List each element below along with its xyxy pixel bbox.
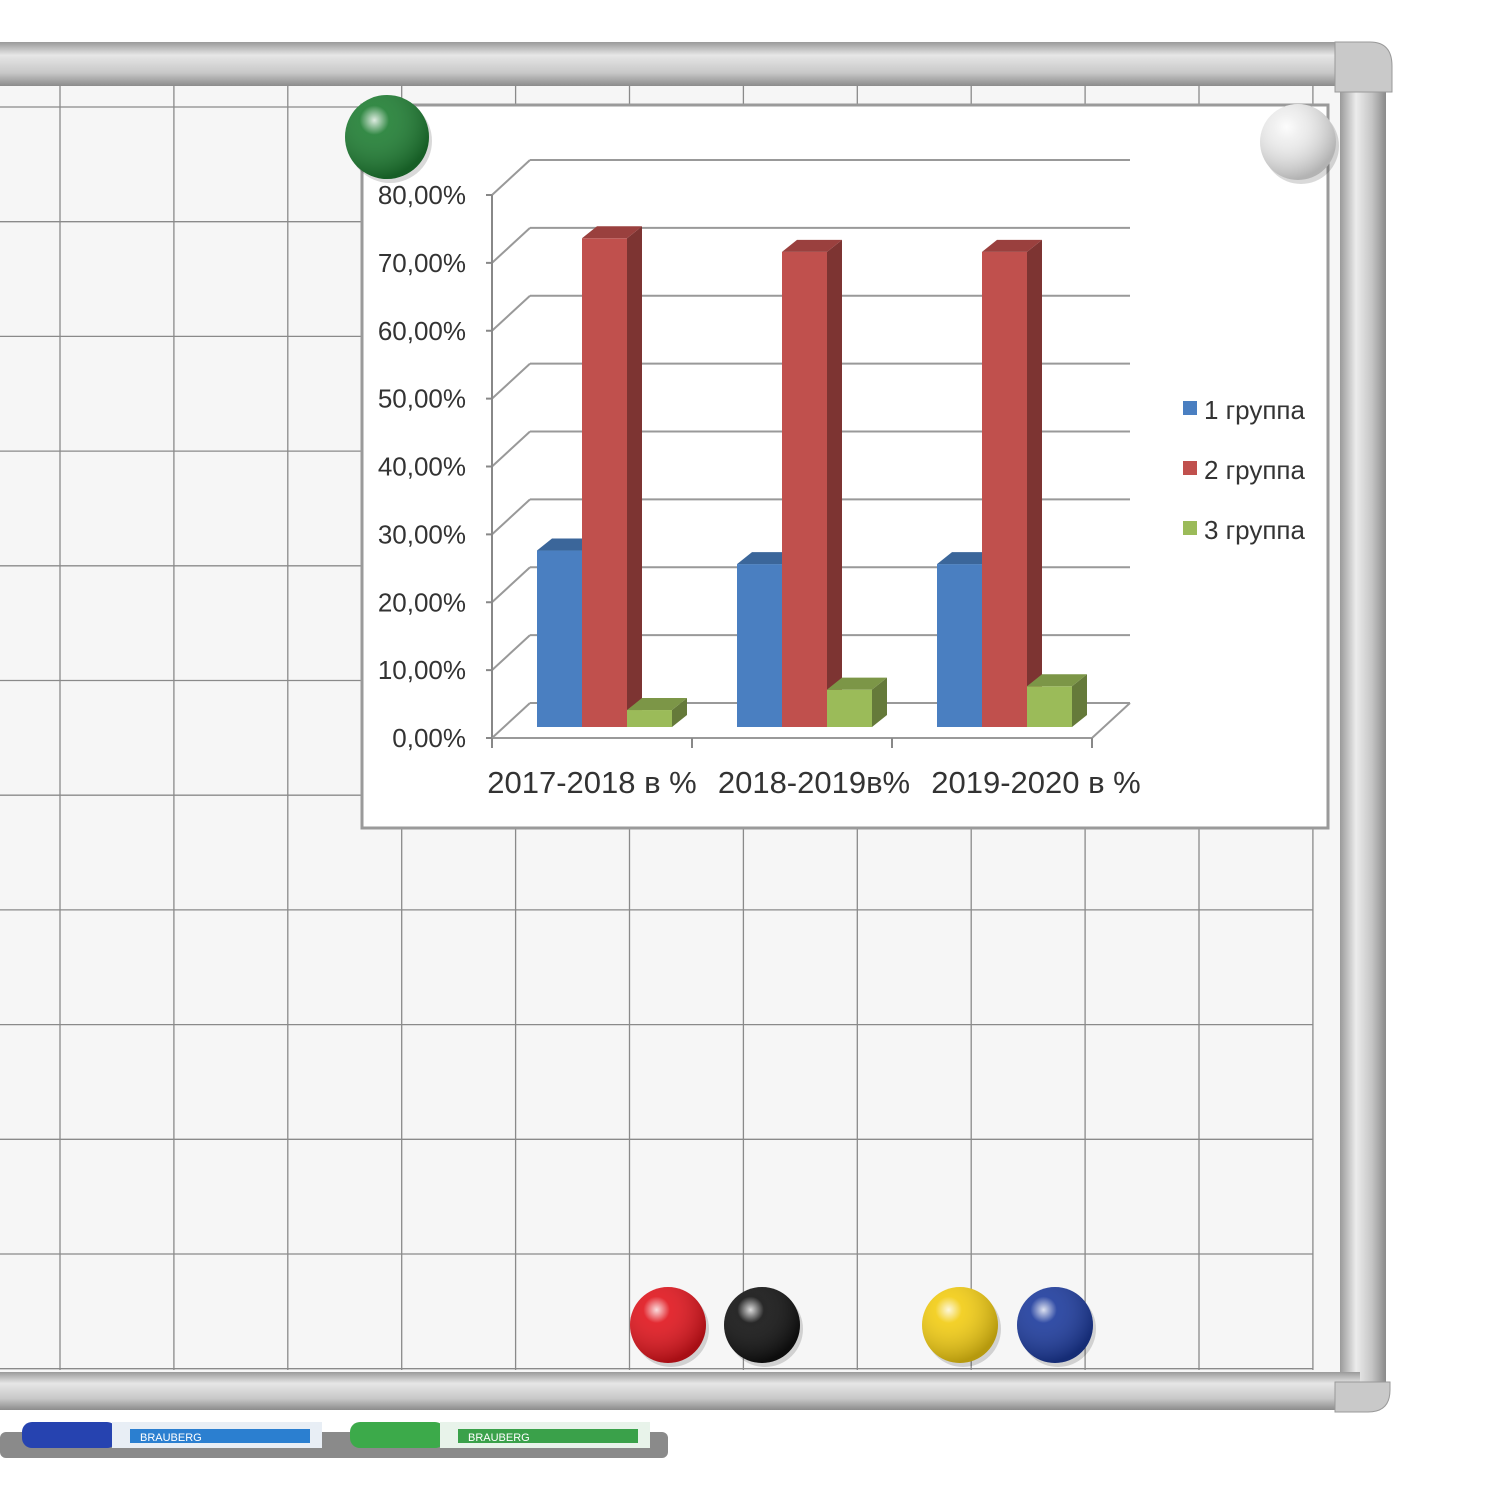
magnet-yellow[interactable] [922, 1287, 1001, 1367]
gridline-side [491, 430, 531, 468]
magnet-highlight [1260, 104, 1336, 180]
corner-bottom-right [1334, 1381, 1391, 1413]
legend-label: 1 группа [1204, 395, 1305, 425]
y-tick-label: 70,00% [378, 248, 466, 278]
bar-front [537, 550, 582, 727]
gridline-side [491, 702, 531, 739]
magnet-red[interactable] [630, 1287, 709, 1367]
gridline-side [491, 295, 531, 332]
bar-2-1 [582, 226, 642, 728]
magnet-highlight [630, 1287, 706, 1363]
y-tick-label: 60,00% [378, 316, 466, 346]
y-tick-label: 30,00% [378, 519, 466, 549]
legend-label: 2 группа [1204, 455, 1305, 485]
bar-front [982, 251, 1027, 727]
bar-side [872, 677, 887, 727]
y-tick-label: 40,00% [378, 452, 466, 482]
bar-side [672, 698, 687, 727]
bar-top [982, 239, 1042, 252]
bar-3-3 [1027, 674, 1087, 727]
bar-front [737, 564, 782, 727]
x-category-label: 2018-2019в% [718, 765, 910, 800]
bar-top [1027, 674, 1087, 687]
magnet-highlight [1017, 1287, 1093, 1363]
gridline-side [491, 159, 531, 196]
magnet-highlight [724, 1287, 800, 1363]
svg-text:BRAUBERG: BRAUBERG [140, 1432, 202, 1444]
bar-top [627, 698, 687, 711]
gridline-side [491, 634, 531, 671]
bar-top [782, 239, 842, 252]
bar-front [1027, 686, 1072, 727]
x-category-label: 2017-2018 в % [487, 765, 697, 800]
chart: 0,00% 10,00% 20,00% 30,00% 40,00% 50,00% 60,00… [378, 159, 1305, 800]
gridline-side [491, 362, 531, 400]
bar-2-2 [782, 239, 842, 727]
svg-text:BRAUBERG: BRAUBERG [468, 1432, 530, 1444]
bar-front [937, 564, 982, 727]
y-tick-label: 0,00% [392, 723, 466, 753]
bar-top [827, 677, 887, 690]
bar-front [782, 251, 827, 727]
frame-bottom [0, 1372, 1360, 1410]
bar-top [582, 226, 642, 239]
marker-green[interactable]: BRAUBERG [350, 1422, 650, 1448]
y-tick-label: 50,00% [378, 384, 466, 414]
legend-swatch [1183, 521, 1197, 535]
legend-label: 3 группа [1204, 515, 1305, 545]
frame-top [0, 42, 1360, 86]
gridline-side [491, 227, 531, 264]
bar-2-3 [982, 239, 1042, 727]
bar-front [827, 689, 872, 727]
legend-swatch [1183, 401, 1197, 415]
bar-side [1072, 674, 1087, 727]
frame-right [1340, 60, 1386, 1400]
magnet-white[interactable] [1260, 104, 1339, 184]
magnet-blue[interactable] [1017, 1287, 1096, 1367]
bar-side [1027, 239, 1042, 727]
magnet-black[interactable] [724, 1287, 803, 1367]
legend-swatch [1183, 461, 1197, 475]
x-category-label: 2019-2020 в % [931, 765, 1141, 800]
bar-3-1 [627, 698, 687, 727]
bar-front [627, 710, 672, 727]
magnet-green[interactable] [345, 95, 432, 183]
bar-front [582, 238, 627, 728]
y-tick-label: 10,00% [378, 655, 466, 685]
marker-blue[interactable]: BRAUBERG [22, 1422, 322, 1448]
gridline-side [491, 498, 531, 536]
gridline-side [491, 566, 531, 603]
magnet-highlight [922, 1287, 998, 1363]
y-tick-label: 20,00% [378, 587, 466, 617]
bar-side [827, 239, 842, 727]
y-tick-label: 80,00% [378, 180, 466, 210]
bar-3-2 [827, 677, 887, 727]
bar-side [627, 226, 642, 728]
corner-top-right [1334, 41, 1393, 93]
magnet-highlight [345, 95, 429, 179]
